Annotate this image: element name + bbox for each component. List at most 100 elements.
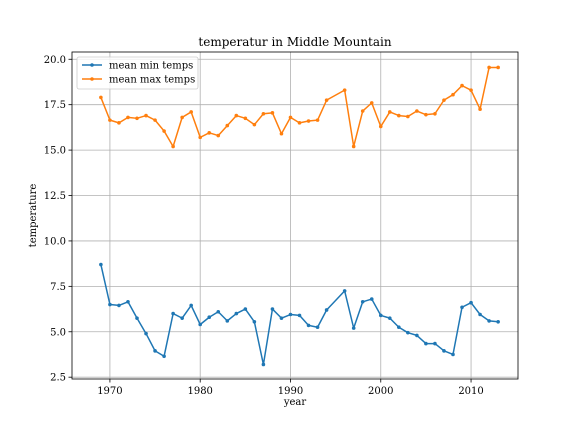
data-point-min (415, 333, 419, 338)
data-point-min (451, 352, 455, 357)
data-point-min (135, 316, 139, 320)
data-point-max (207, 131, 212, 135)
data-point-max (469, 88, 473, 92)
legend-label-max: mean max temps (109, 75, 195, 86)
data-point-max (153, 118, 157, 122)
chart-title: temperatur in Middle Mountain (198, 35, 391, 49)
y-tick-label: 17.5 (44, 100, 66, 111)
data-point-max (198, 135, 203, 140)
data-point-min (189, 303, 193, 308)
data-point-max (180, 115, 184, 120)
x-tick-label: 1980 (187, 386, 212, 397)
data-point-min (153, 349, 157, 353)
y-tick-label: 7.5 (50, 282, 66, 293)
data-point-min (460, 305, 464, 310)
data-point-max (216, 133, 221, 138)
data-point-min (496, 319, 500, 324)
data-point-max (324, 98, 329, 102)
data-point-min (387, 316, 392, 320)
y-axis-ticks: 2.5 5.0 7.5 10.0 12.5 15.0 17.5 20.0 (44, 55, 72, 384)
legend-marker-min (90, 63, 94, 67)
data-point-min (424, 341, 428, 346)
data-point-max (261, 111, 266, 116)
data-point-max (397, 113, 401, 118)
data-point-min (478, 312, 482, 317)
data-point-max (460, 83, 464, 88)
data-point-min (234, 311, 239, 316)
data-point-max (378, 124, 383, 129)
legend-marker-max (90, 77, 94, 81)
data-point-min (99, 262, 103, 267)
x-axis-label: year (283, 397, 307, 408)
y-tick-label: 10.0 (44, 236, 66, 247)
data-point-max (243, 116, 248, 121)
data-point-min (270, 307, 275, 311)
data-point-min (216, 309, 221, 314)
data-point-min (315, 325, 320, 330)
data-point-max (144, 113, 148, 118)
y-tick-label: 20.0 (44, 55, 66, 66)
series-min (99, 262, 500, 367)
data-point-min (324, 308, 329, 312)
y-tick-label: 5.0 (50, 327, 66, 338)
data-point-max (342, 88, 347, 92)
data-point-min (279, 316, 284, 320)
data-point-max (478, 107, 482, 112)
data-point-min (342, 289, 347, 293)
data-point-max (487, 65, 491, 70)
data-point-min (442, 349, 446, 353)
data-point-min (360, 299, 365, 304)
data-point-max (424, 112, 428, 117)
data-point-max (387, 110, 392, 114)
data-point-min (162, 354, 166, 359)
data-point-max (496, 65, 500, 70)
data-point-max (306, 119, 311, 123)
data-point-min (198, 322, 203, 327)
data-point-max (351, 144, 356, 149)
series-max (99, 65, 500, 149)
y-tick-label: 12.5 (44, 191, 66, 202)
data-point-min (144, 331, 148, 336)
data-point-max (135, 116, 139, 121)
data-point-max (252, 122, 257, 127)
data-point-max (406, 114, 410, 119)
x-tick-label: 1990 (278, 386, 303, 397)
data-point-max (108, 118, 112, 122)
data-point-min (126, 299, 130, 304)
data-point-min (261, 362, 266, 367)
data-point-max (433, 111, 437, 116)
data-point-max (234, 113, 239, 118)
grid-lines (72, 52, 518, 379)
data-point-min (108, 302, 112, 307)
data-point-min (487, 319, 491, 323)
series-layer (99, 65, 500, 367)
data-point-max (171, 144, 175, 149)
data-point-max (315, 118, 320, 122)
data-point-max (225, 123, 230, 128)
data-point-max (99, 95, 103, 100)
y-tick-label: 15.0 (44, 146, 66, 157)
data-point-max (369, 101, 374, 105)
data-point-min (433, 341, 437, 346)
data-point-min (378, 313, 383, 318)
plot-frame (71, 51, 519, 380)
data-point-min (469, 300, 473, 305)
data-point-min (406, 330, 410, 335)
data-point-max (297, 121, 302, 125)
data-point-min (397, 325, 401, 330)
y-axis-label: temperature (28, 184, 39, 248)
data-point-max (360, 109, 365, 113)
data-point-min (243, 307, 248, 311)
data-point-max (442, 98, 446, 102)
data-point-min (369, 297, 374, 301)
x-tick-label: 2010 (458, 386, 483, 397)
data-point-max (126, 115, 130, 120)
legend-label-min: mean min temps (109, 61, 193, 72)
data-point-min (297, 313, 302, 318)
data-point-max (279, 131, 284, 136)
data-point-max (451, 92, 455, 97)
x-tick-label: 1970 (97, 386, 122, 397)
data-point-min (252, 319, 257, 324)
x-axis-ticks: 1970 1980 1990 2000 2010 (97, 379, 484, 397)
